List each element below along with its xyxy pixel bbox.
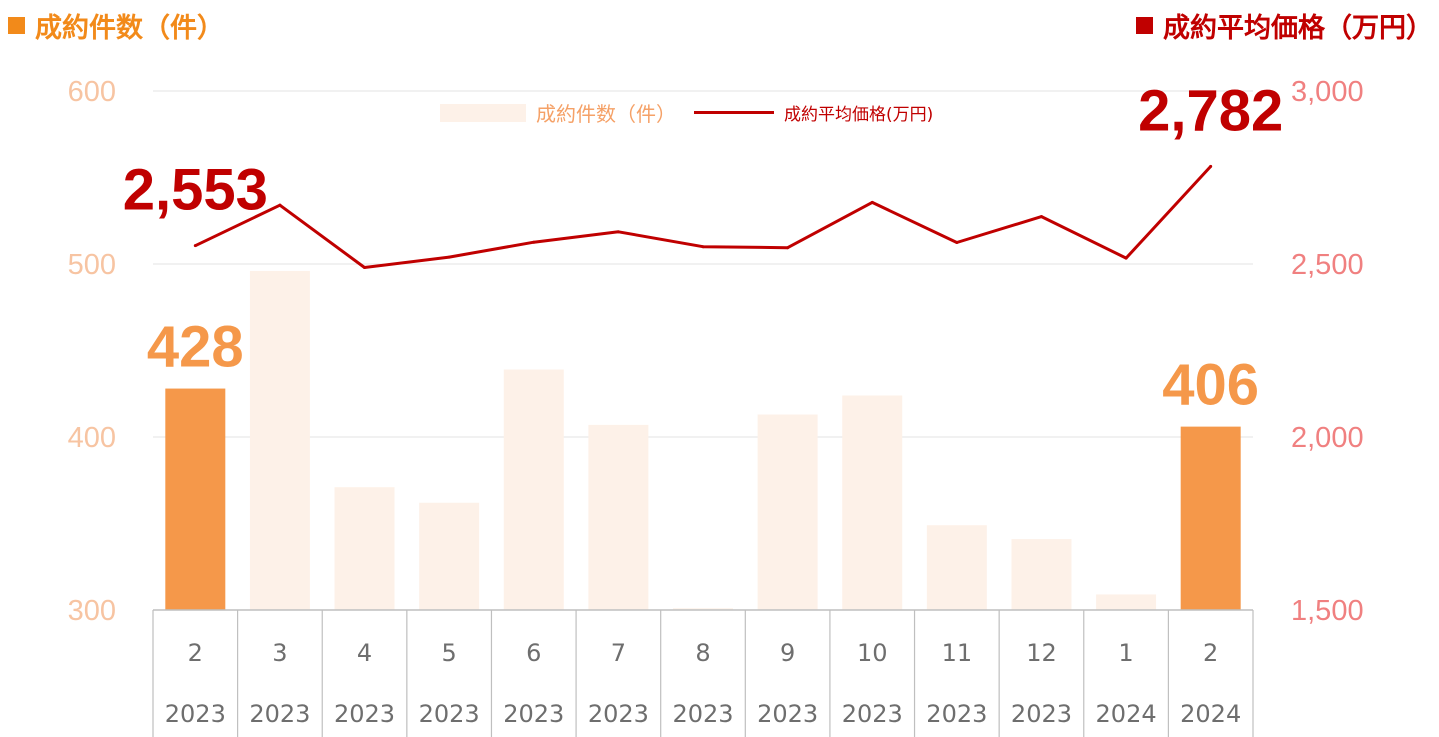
right-tick-label: 1,500 bbox=[1291, 595, 1364, 627]
x-tick-year: 2023 bbox=[842, 700, 903, 728]
line-point bbox=[786, 246, 790, 250]
bar bbox=[588, 424, 649, 610]
x-tick-year: 2024 bbox=[1096, 700, 1157, 728]
x-tick-month: 8 bbox=[695, 639, 710, 667]
x-tick-month: 1 bbox=[1118, 639, 1133, 667]
left-tick-label: 600 bbox=[68, 76, 116, 108]
bar-square-icon bbox=[8, 17, 25, 34]
bar bbox=[503, 369, 564, 610]
bar bbox=[842, 395, 903, 610]
line-point bbox=[193, 244, 197, 248]
x-tick-year: 2023 bbox=[672, 700, 733, 728]
bar bbox=[249, 270, 310, 610]
bar bbox=[926, 525, 987, 610]
bar bbox=[165, 388, 226, 610]
x-tick-year: 2023 bbox=[926, 700, 987, 728]
line-point bbox=[278, 203, 282, 207]
bar bbox=[1096, 594, 1157, 610]
x-tick-year: 2023 bbox=[757, 700, 818, 728]
price-line bbox=[194, 165, 1212, 269]
x-tick-month: 7 bbox=[611, 639, 626, 667]
bar bbox=[1011, 539, 1072, 610]
x-tick-year: 2023 bbox=[249, 700, 310, 728]
line-point bbox=[363, 265, 367, 269]
data-label: 406 bbox=[1162, 353, 1259, 418]
legend-line-swatch bbox=[694, 111, 774, 114]
legend-line-label: 成約平均価格(万円) bbox=[784, 105, 934, 125]
line-point bbox=[447, 255, 451, 259]
left-tick-label: 300 bbox=[68, 595, 116, 627]
line-point bbox=[532, 240, 536, 244]
data-label: 428 bbox=[147, 315, 244, 380]
x-tick-year: 2023 bbox=[503, 700, 564, 728]
bar bbox=[334, 487, 395, 610]
x-tick-month: 5 bbox=[442, 639, 457, 667]
x-tick-year: 2023 bbox=[419, 700, 480, 728]
data-label: 2,782 bbox=[1138, 78, 1283, 143]
bar bbox=[419, 502, 480, 610]
right-axis-header-label: 成約平均価格（万円） bbox=[1163, 13, 1433, 44]
legend-bar-label: 成約件数（件） bbox=[536, 102, 676, 126]
line-point bbox=[870, 200, 874, 204]
data-label: 2,553 bbox=[123, 158, 268, 223]
left-tick-label: 500 bbox=[68, 249, 116, 281]
x-tick-year: 2023 bbox=[1011, 700, 1072, 728]
bar bbox=[673, 608, 733, 610]
right-tick-label: 2,000 bbox=[1291, 422, 1364, 454]
x-tick-year: 2023 bbox=[588, 700, 649, 728]
x-tick-month: 6 bbox=[526, 639, 541, 667]
x-tick-month: 2 bbox=[1203, 639, 1218, 667]
x-tick-month: 4 bbox=[357, 639, 372, 667]
line-point bbox=[616, 230, 620, 234]
left-axis-header-label: 成約件数（件） bbox=[35, 13, 224, 44]
line-point bbox=[1209, 164, 1213, 168]
legend-bar-swatch bbox=[440, 103, 526, 122]
right-axis-header: 成約平均価格（万円） bbox=[1136, 6, 1433, 45]
x-tick-month: 12 bbox=[1026, 639, 1057, 667]
x-tick-month: 3 bbox=[272, 639, 287, 667]
legend: 成約件数（件） 成約平均価格(万円) bbox=[440, 98, 933, 127]
right-tick-label: 2,500 bbox=[1291, 249, 1364, 281]
line-square-icon bbox=[1136, 17, 1153, 34]
bar bbox=[757, 414, 818, 610]
line-point bbox=[1039, 215, 1043, 219]
bar bbox=[1180, 426, 1241, 610]
x-tick-month: 2 bbox=[188, 639, 203, 667]
x-tick-month: 9 bbox=[780, 639, 795, 667]
x-tick-year: 2024 bbox=[1180, 700, 1241, 728]
line-point bbox=[955, 241, 959, 245]
line-point bbox=[1124, 256, 1128, 260]
x-tick-month: 10 bbox=[857, 639, 888, 667]
x-tick-year: 2023 bbox=[334, 700, 395, 728]
left-tick-label: 400 bbox=[68, 422, 116, 454]
right-tick-label: 3,000 bbox=[1291, 76, 1364, 108]
line-point bbox=[701, 245, 705, 249]
x-tick-month: 11 bbox=[942, 639, 973, 667]
left-axis-header: 成約件数（件） bbox=[8, 6, 224, 45]
x-tick-year: 2023 bbox=[165, 700, 226, 728]
